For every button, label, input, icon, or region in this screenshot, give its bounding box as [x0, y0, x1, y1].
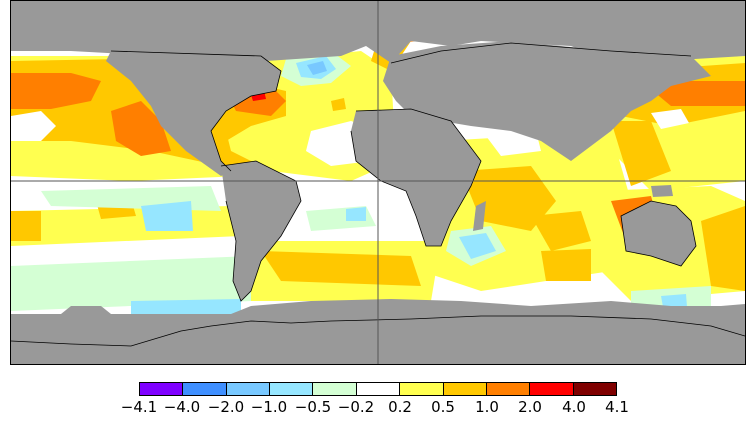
colorbar-tick: −0.5: [294, 398, 332, 416]
colorbar-segment: [226, 383, 271, 395]
map-canvas: [11, 1, 745, 364]
colorbar-segment: [530, 383, 574, 395]
colorbar-segment: [270, 383, 314, 395]
colorbar-tick: −1.0: [250, 398, 288, 416]
colorbar-segment: [313, 383, 357, 395]
sst-anomaly-map: [10, 0, 746, 365]
colorbar-tick: −4.0: [163, 398, 201, 416]
colorbar-tick: −4.1: [120, 398, 158, 416]
colorbar-tick: −0.2: [337, 398, 375, 416]
colorbar-segment: [573, 383, 616, 395]
colorbar: [139, 382, 617, 396]
colorbar-tick: 0.2: [388, 398, 412, 416]
colorbar-segment: [400, 383, 444, 395]
colorbar-tick: 2.0: [518, 398, 542, 416]
colorbar-segment: [183, 383, 227, 395]
colorbar-tick: 4.1: [605, 398, 629, 416]
colorbar-tick-labels: −4.1 −4.0 −2.0 −1.0 −0.5 −0.2 0.2 0.5 1.…: [0, 398, 756, 418]
colorbar-segment: [140, 383, 184, 395]
colorbar-tick: 0.5: [431, 398, 455, 416]
colorbar-tick: 1.0: [475, 398, 499, 416]
colorbar-segment: [356, 383, 401, 395]
colorbar-tick: −2.0: [207, 398, 245, 416]
colorbar-tick: 4.0: [562, 398, 586, 416]
colorbar-segment: [486, 383, 531, 395]
colorbar-segment: [443, 383, 487, 395]
